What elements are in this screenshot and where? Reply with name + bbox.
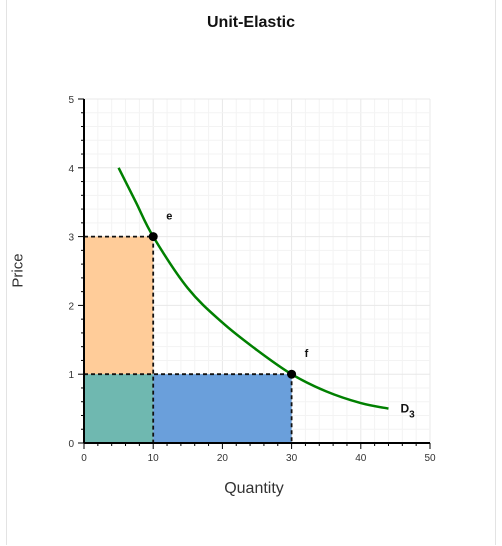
y-tick-label: 3 xyxy=(68,233,74,244)
chart-title: Unit-Elastic xyxy=(206,14,295,31)
x-tick-label: 0 xyxy=(81,453,87,464)
y-tick-label: 4 xyxy=(68,164,74,175)
x-axis-label: Quantity xyxy=(224,480,284,497)
dashed-guides xyxy=(84,235,293,443)
point-f xyxy=(287,369,297,379)
regions xyxy=(84,236,292,443)
y-tick-label: 5 xyxy=(68,95,74,106)
x-tick-label: 20 xyxy=(217,453,229,464)
blue-rectangle xyxy=(153,374,292,443)
x-tick-label: 50 xyxy=(424,453,436,464)
chart-frame xyxy=(6,0,496,545)
point-f-label: f xyxy=(305,348,309,360)
y-tick-label: 0 xyxy=(68,439,74,450)
y-tick-label: 2 xyxy=(68,301,74,312)
teal-rectangle xyxy=(84,374,154,443)
x-tick-label: 10 xyxy=(148,453,160,464)
demand-curve xyxy=(117,167,389,410)
x-tick-label: 40 xyxy=(355,453,367,464)
demand-curve-subscript: 3 xyxy=(409,410,415,421)
points-group: ef xyxy=(148,211,309,379)
orange-rectangle xyxy=(84,236,154,375)
point-e-label: e xyxy=(166,211,172,223)
point-e xyxy=(148,232,158,242)
y-tick-label: 1 xyxy=(68,370,74,381)
x-tick-label: 30 xyxy=(286,453,298,464)
